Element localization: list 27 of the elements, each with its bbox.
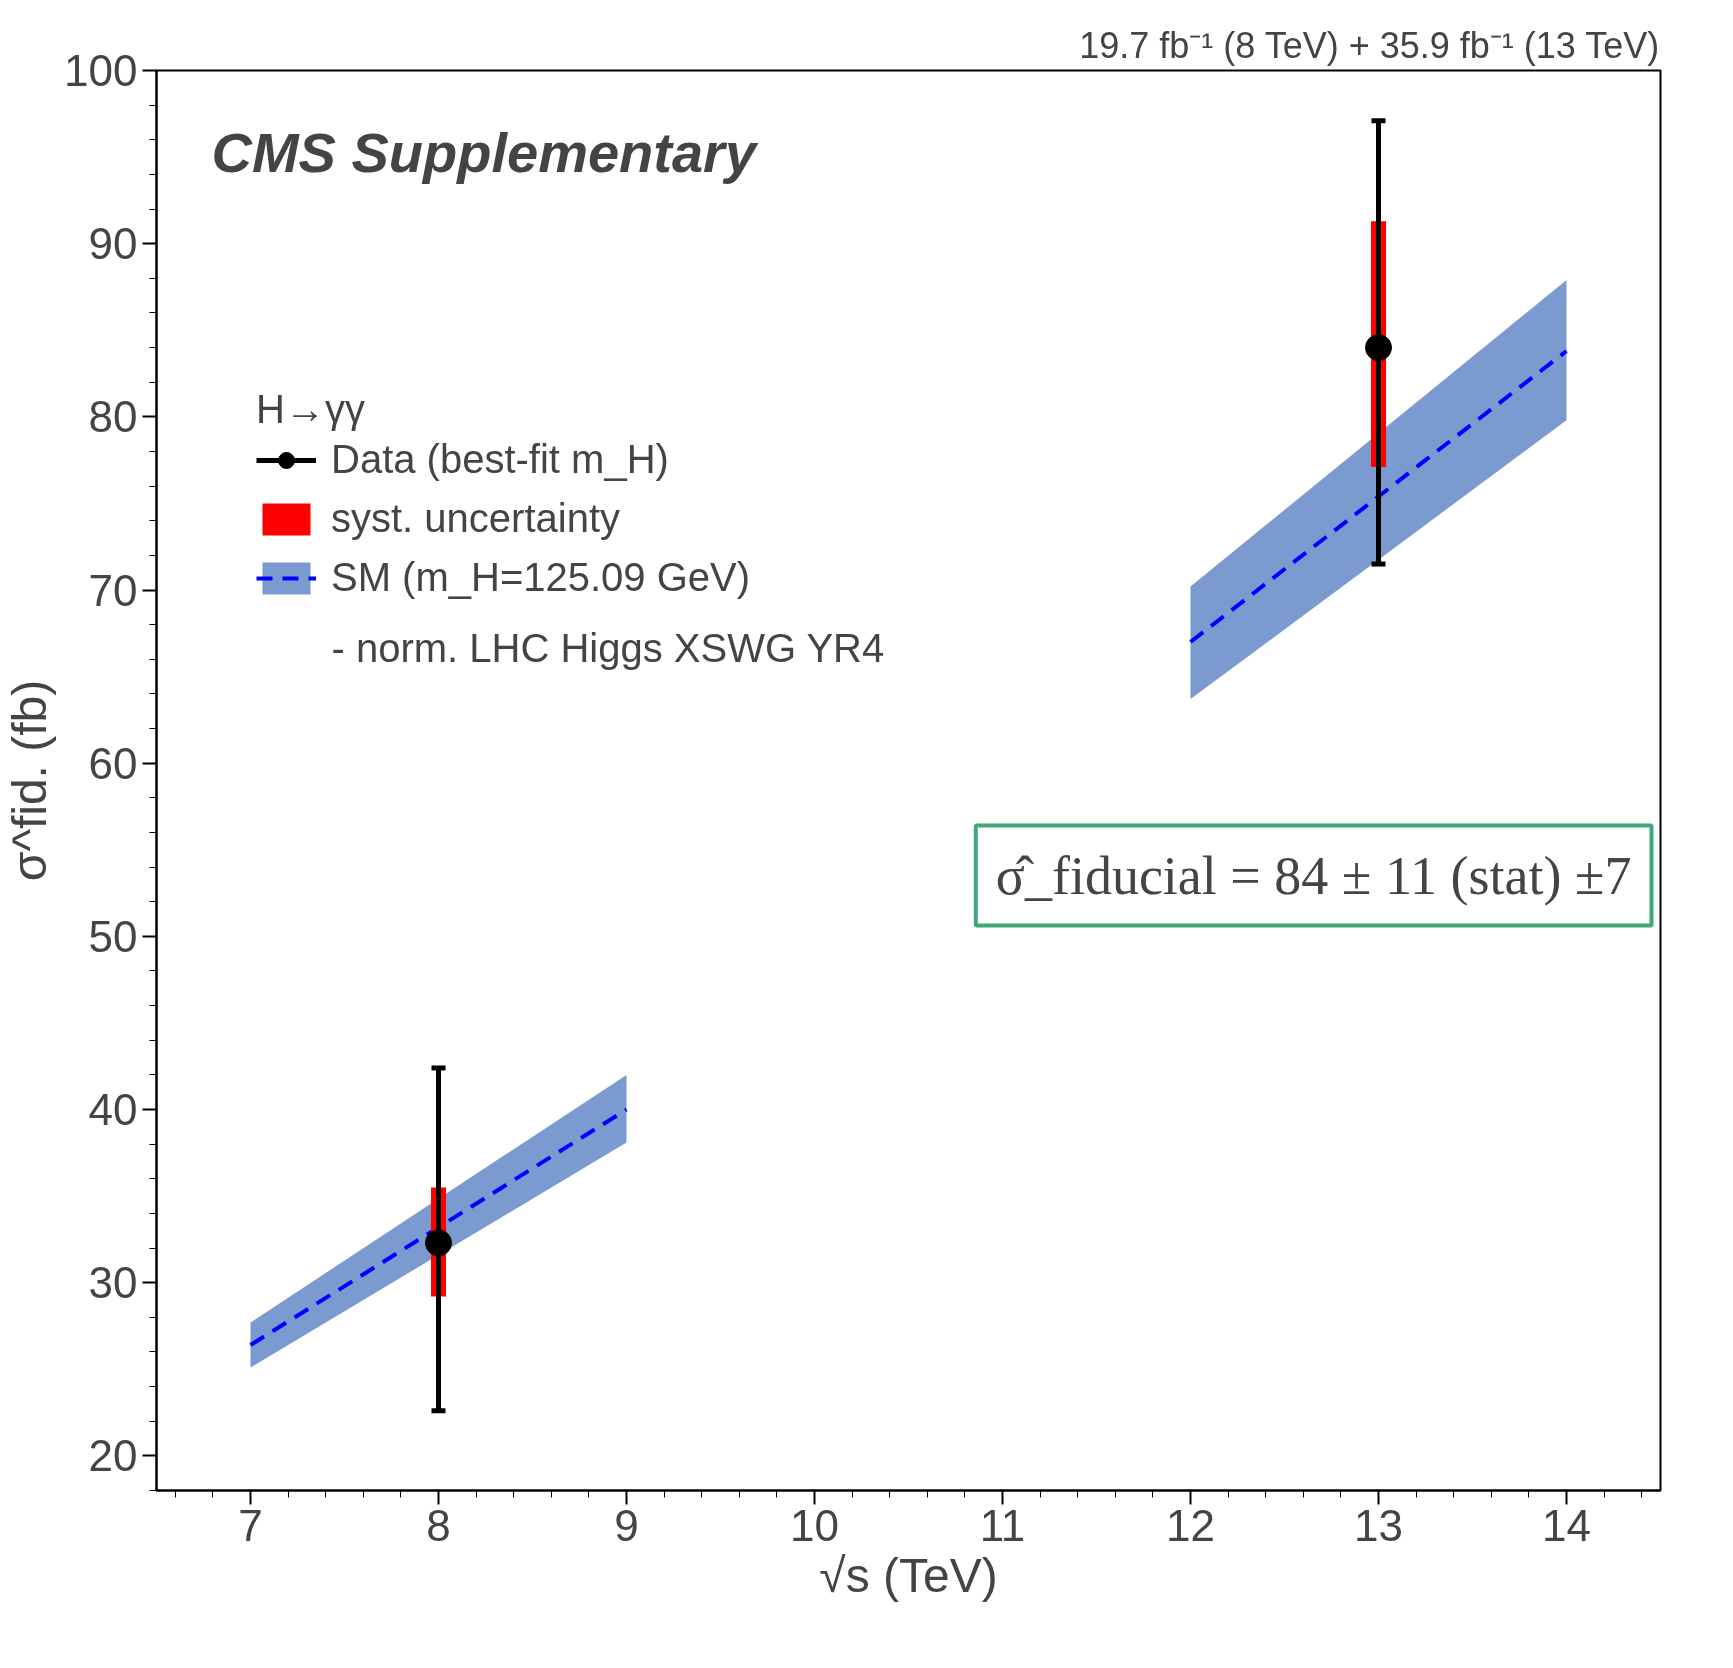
y-axis-title: σ^fid. (fb) [3, 679, 57, 882]
y-tick-label: 60 [88, 738, 138, 788]
legend-label: Data (best-fit m_H) [331, 437, 669, 482]
y-tick-label: 100 [64, 46, 138, 95]
x-tick-label: 10 [790, 1500, 839, 1550]
x-tick-label: 7 [238, 1500, 263, 1550]
y-tick-label: 50 [88, 911, 138, 961]
y-tick-label: 90 [88, 219, 138, 269]
annotation: σ̂_fiducial = 84 ± 11 (stat) ±7 [995, 845, 1632, 906]
y-tick-label: 70 [88, 565, 138, 615]
y-tick-label: 40 [88, 1085, 138, 1135]
legend-title: H→γγ [256, 387, 366, 432]
y-tick-label: 30 [88, 1258, 138, 1308]
annotation: - norm. LHC Higgs XSWG YR4 [331, 625, 885, 670]
legend-label: syst. uncertainty [331, 496, 621, 541]
x-axis-title: √s (TeV) [819, 1548, 998, 1602]
x-tick-label: 9 [614, 1500, 639, 1550]
y-tick-label: 20 [88, 1431, 138, 1481]
x-tick-label: 13 [1354, 1500, 1403, 1550]
x-tick-label: 11 [979, 1500, 1026, 1550]
y-tick-label: 80 [88, 392, 138, 442]
x-tick-label: 14 [1542, 1500, 1591, 1550]
legend-label: SM (m_H=125.09 GeV) [331, 555, 751, 600]
chart-title: 19.7 fb⁻¹ (8 TeV) + 35.9 fb⁻¹ (13 TeV) [1079, 24, 1660, 66]
annotation: CMS Supplementary [211, 120, 759, 184]
x-tick-label: 12 [1166, 1500, 1215, 1550]
x-tick-label: 8 [426, 1500, 451, 1550]
